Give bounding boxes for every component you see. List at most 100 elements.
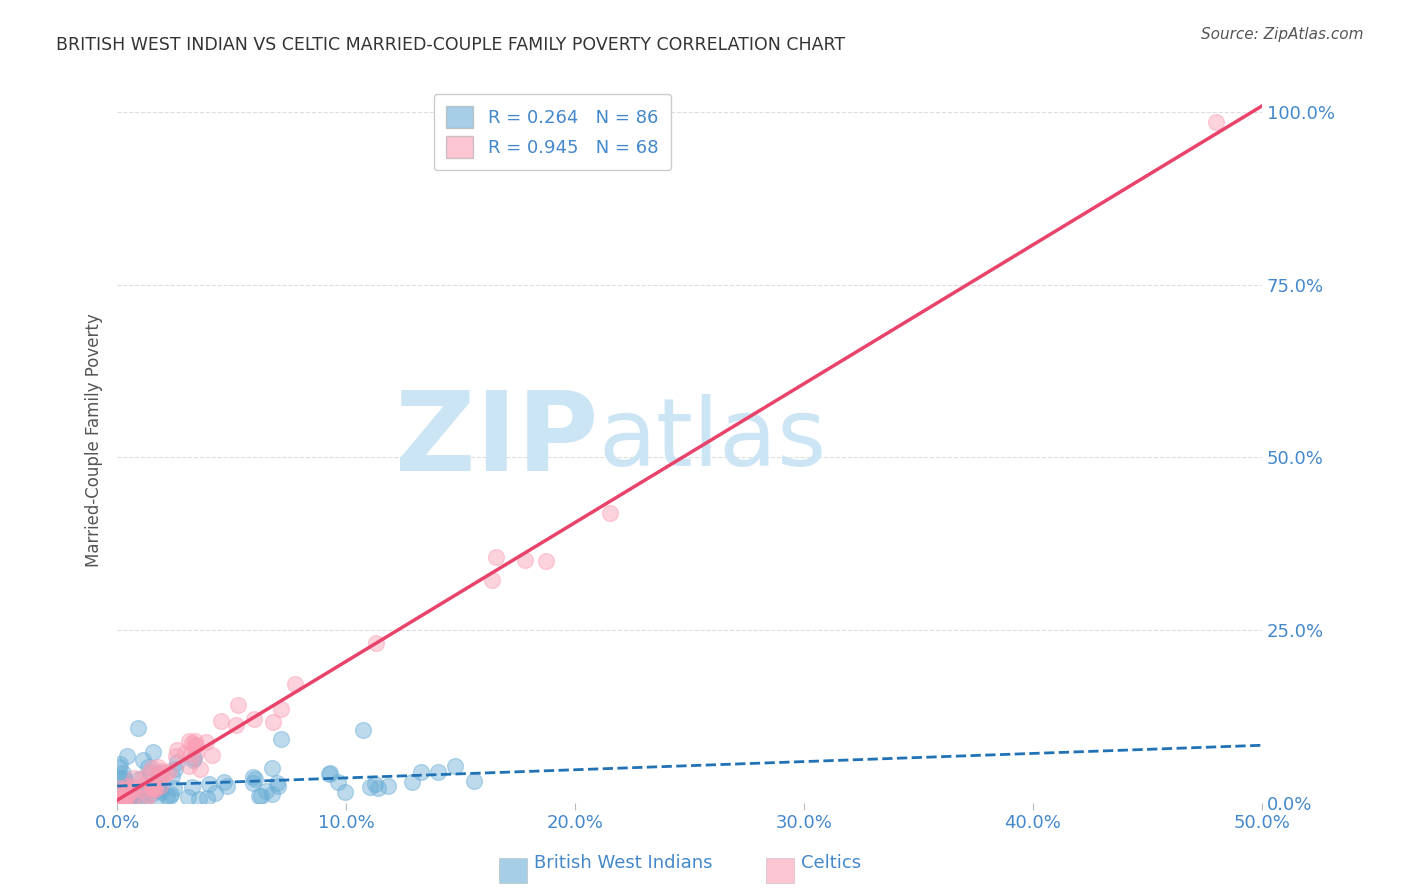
Point [333,785,356,799]
Point [367,780,389,795]
Point [122,789,145,803]
Point [166,756,188,770]
Point [198,777,221,791]
Point [131,782,153,797]
Point [401,775,423,789]
Point [364,777,387,791]
Point [513,553,536,567]
Point [138,766,160,780]
Point [463,773,485,788]
Point [318,767,340,781]
Point [176,789,198,804]
Point [131,782,153,797]
Point [243,772,266,787]
Point [145,791,167,805]
Point [173,747,195,761]
Point [107,796,129,810]
Point [110,756,132,771]
Point [260,760,283,774]
Point [599,507,621,521]
Point [112,796,135,810]
Point [212,774,235,789]
Point [142,779,165,793]
Point [122,789,145,803]
Point [159,789,181,803]
Point [209,714,232,728]
Point [114,791,136,805]
Point [148,782,170,797]
Point [157,764,180,779]
Point [184,739,207,754]
Point [117,749,139,764]
Point [160,768,183,782]
Point [366,636,388,650]
Point [142,745,165,759]
Point [165,749,187,764]
Point [409,765,432,780]
Point [108,783,131,797]
Point [143,779,166,793]
Point [108,780,131,795]
Point [139,765,162,780]
Point [115,789,138,804]
Point [108,771,131,785]
Point [141,781,163,796]
Point [326,774,349,789]
Point [143,781,166,796]
Point [149,779,172,793]
Y-axis label: Married-Couple Family Poverty: Married-Couple Family Poverty [86,313,103,567]
Point [166,743,188,757]
Point [242,776,264,790]
Point [155,766,177,780]
Point [180,780,202,795]
Point [266,779,288,793]
Point [115,795,138,809]
Text: ZIP: ZIP [395,386,598,493]
Point [121,784,143,798]
Point [262,788,284,802]
Point [165,762,187,776]
Point [127,793,149,807]
Point [179,758,201,772]
Point [284,677,307,691]
Point [359,780,381,794]
Point [148,768,170,782]
Point [141,760,163,774]
Point [184,734,207,748]
Point [114,793,136,807]
Point [132,753,155,767]
Point [250,789,273,803]
Point [195,791,218,805]
Point [107,782,129,797]
Point [485,549,508,564]
Point [141,780,163,795]
Point [139,787,162,801]
Point [534,554,557,568]
Point [201,747,224,762]
Point [124,792,146,806]
Point [226,698,249,713]
Point [115,778,138,792]
Point [160,787,183,801]
Point [115,779,138,793]
Point [138,760,160,774]
Point [107,796,129,810]
Text: British West Indians: British West Indians [534,855,713,872]
Point [112,771,135,785]
Point [111,796,134,810]
Point [115,789,138,803]
Legend: R = 0.264   N = 86, R = 0.945   N = 68: R = 0.264 N = 86, R = 0.945 N = 68 [433,94,671,170]
Point [114,773,136,788]
Point [150,768,173,782]
Point [184,747,207,761]
Text: Celtics: Celtics [801,855,862,872]
Point [225,718,247,732]
Point [146,760,169,774]
Point [352,723,374,738]
Point [112,783,135,797]
Point [142,778,165,792]
Point [128,772,150,786]
Point [195,735,218,749]
Point [143,781,166,796]
Point [1205,115,1227,129]
